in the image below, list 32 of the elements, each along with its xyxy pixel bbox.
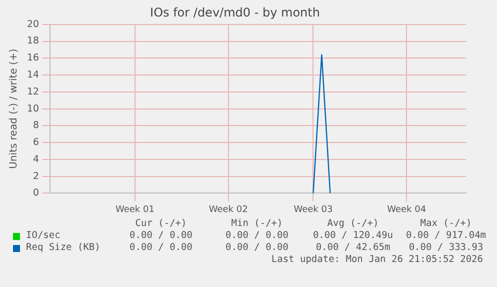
text: 0.00 / 333.93 xyxy=(408,242,484,254)
text: Last update: Mon Jan 26 21:05:52 2026 xyxy=(271,254,483,266)
y-tick-label: 6 xyxy=(33,137,40,148)
text: Avg (-/+) xyxy=(326,218,380,230)
x-tick-label: Week 02 xyxy=(208,204,248,215)
text: Min (-/+) xyxy=(230,218,284,230)
x-tick-label: Week 01 xyxy=(115,204,154,215)
y-tick-label: 18 xyxy=(26,36,40,47)
x-tick-label: Week 03 xyxy=(294,204,333,215)
text: 0.00 / 0.00 xyxy=(224,242,290,254)
text: 0.00 / 0.00 xyxy=(128,230,194,242)
text: Cur (-/+) xyxy=(134,218,188,230)
y-tick-label: 14 xyxy=(26,70,40,81)
text: 0.00 / 917.04m xyxy=(406,230,486,241)
y-tick-label: 2 xyxy=(33,170,40,182)
chart-title: IOs for /dev/md0 - by month xyxy=(150,5,320,20)
legend-label: Req Size (KB) xyxy=(26,242,100,254)
x-tick-label: Week 04 xyxy=(387,204,426,215)
text: 0.00 / 42.65m xyxy=(314,242,392,254)
y-tick-label: 20 xyxy=(26,18,40,30)
legend-label: IO/sec xyxy=(26,230,60,242)
y-tick-label: 12 xyxy=(26,86,40,98)
y-tick-label: 10 xyxy=(26,103,40,114)
text: 0.00 / 120.49u xyxy=(312,230,394,241)
text: Max (-/+) xyxy=(419,218,473,230)
y-tick-label: 0 xyxy=(33,188,40,199)
y-tick-label: 16 xyxy=(26,52,40,64)
y-axis-title: Units read (-) / write (+) xyxy=(8,48,20,169)
y-tick-label: 8 xyxy=(33,120,40,132)
text: 0.00 / 0.00 xyxy=(224,230,290,242)
text: 0.00 / 0.00 xyxy=(128,242,194,254)
y-tick-label: 4 xyxy=(33,154,40,165)
